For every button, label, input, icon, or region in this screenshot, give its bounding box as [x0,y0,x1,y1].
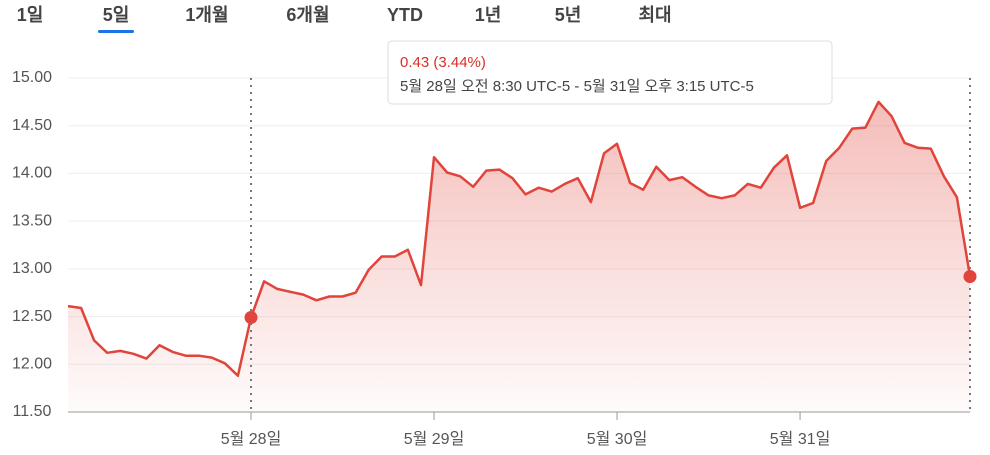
x-tick-label: 5월 30일 [587,430,648,448]
tab[interactable]: 5년 [555,5,582,25]
y-tick-label: 13.00 [12,260,52,277]
y-tick-label: 13.50 [12,212,52,229]
x-tick-label: 5월 28일 [221,430,282,448]
tab[interactable]: 1개월 [185,5,228,25]
plot: 11.50 12.00 12.50 13.00 13.50 14.00 14.50 15.00… [12,69,977,448]
range-tabs: 1일 5일 1개월 6개월 YTD 1년 5년 최대 [17,5,672,33]
selection-point [244,311,258,325]
tab[interactable]: 1일 [17,5,44,25]
tab[interactable]: 1년 [475,5,502,25]
tooltip: 0.43 (3.44%) 5월 28일 오전 8:30 UTC-5 - 5월 3… [387,40,833,105]
tab[interactable]: YTD [387,5,423,25]
tab[interactable]: 6개월 [286,5,329,25]
x-tick-label: 5월 31일 [770,430,831,448]
tab[interactable]: 최대 [638,5,671,25]
y-tick-label: 14.50 [12,117,52,134]
price-line [67,100,972,377]
y-tick-label: 11.50 [13,403,52,420]
area [68,101,970,413]
active-tab-indicator [98,30,134,33]
y-tick-label: 12.00 [12,356,52,373]
tooltip-range: 5월 28일 오전 8:30 UTC-5 - 5월 31일 오후 3:15 UT… [400,78,754,95]
y-tick-label: 12.50 [12,308,52,325]
tooltip-box [387,40,833,105]
y-tick-label: 14.00 [12,165,52,182]
y-tick-label: 15.00 [12,69,52,86]
selection-point [963,269,977,283]
tab[interactable]: 5일 [103,5,130,25]
x-tick-label: 5월 29일 [404,430,465,448]
tooltip-change: 0.43 (3.44%) [400,54,486,71]
